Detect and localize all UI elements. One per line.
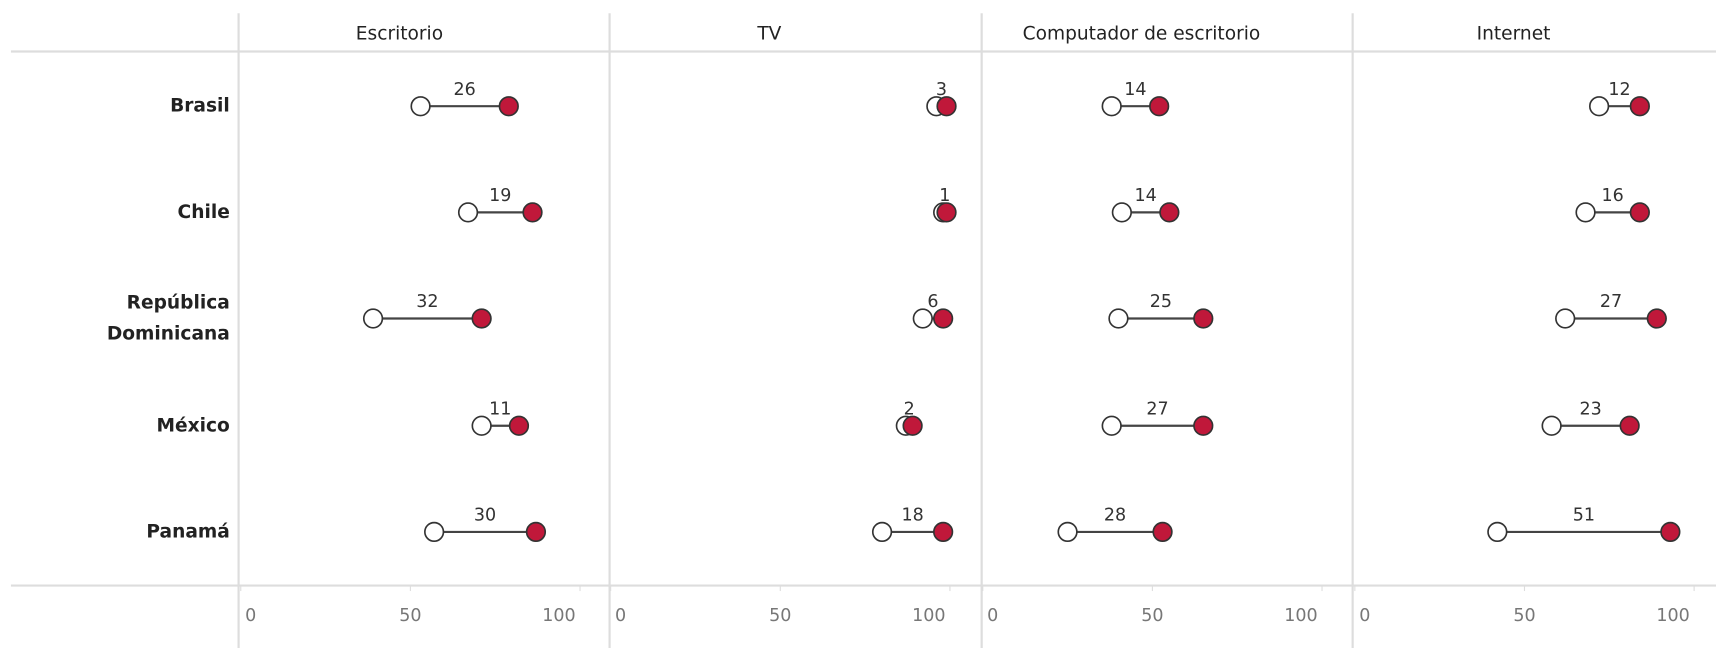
dot-low [1487,521,1508,543]
dot-low [362,308,384,329]
x-tick-label: 100 [1284,606,1317,626]
gap-label: 27 [1146,399,1168,419]
row-label: México [156,414,230,437]
row-label: Panamá [146,520,230,543]
dot-high [936,202,957,223]
dot-high [933,308,954,329]
gap-label: 26 [454,80,476,100]
gap-label: 30 [474,506,496,526]
dot-high [936,96,957,117]
dot-low [1108,308,1129,329]
dot-high [1149,96,1170,117]
row-label-box: Brasil [170,95,230,118]
x-tick-label: 100 [912,606,945,626]
panel-title: TV [756,23,781,44]
gap-label: 51 [1573,506,1595,526]
gap-label: 28 [1104,506,1126,526]
gap-label: 25 [1150,292,1172,312]
dot-low [1057,521,1078,543]
dot-high [902,415,923,436]
dot-low [1101,96,1122,117]
row-label-box: Panamá [146,520,230,543]
dot-low [471,415,492,436]
gap-label: 12 [1608,80,1630,100]
x-tick-label: 0 [615,606,626,626]
gap-label: 11 [489,399,511,419]
x-tick-label: 0 [245,606,256,626]
dot-high [1646,308,1667,329]
dot-low [1588,96,1610,117]
gap-label: 23 [1579,399,1601,419]
gap-label: 16 [1602,186,1624,206]
panel-title: Computador de escritorio [1023,23,1261,44]
dot-low [424,521,445,543]
dot-low [1575,202,1596,223]
dot-low [871,521,893,543]
dot-high [1629,96,1650,117]
row-label-box: México [156,414,230,437]
dot-low [1111,202,1132,223]
gap-label: 2 [904,399,915,419]
panel-title: Escritorio [356,23,443,44]
dot-high [1660,521,1681,543]
dot-high [1629,202,1650,223]
x-tick-label: 100 [542,606,575,626]
dot-high [498,96,519,117]
dot-high [1193,415,1214,436]
row-label: Brasil [170,95,230,118]
gap-label: 32 [416,292,438,312]
x-tick-label: 100 [1656,606,1689,626]
dot-low [912,308,933,329]
x-tick-label: 50 [1513,606,1535,626]
dot-high [522,202,543,223]
x-tick-label: 50 [769,606,791,626]
gap-label: 14 [1124,80,1146,100]
gap-label: 18 [901,506,923,526]
gap-label: 6 [927,292,938,312]
gap-label: 3 [936,80,947,100]
row-label: República Dominicana [106,292,230,345]
dot-high [1159,202,1180,223]
dot-low [410,96,431,117]
gap-label: 1 [939,186,950,206]
panel-title: Internet [1477,23,1551,44]
gap-label: 14 [1134,186,1156,206]
dot-high [1193,308,1214,329]
gap-label: 19 [489,186,511,206]
dot-low [457,202,479,223]
x-tick-label: 50 [1141,606,1163,626]
dot-low [1101,415,1122,436]
dot-high [508,415,530,436]
gap-label: 27 [1600,292,1622,312]
row-label: Chile [177,201,230,224]
dot-low [1555,308,1576,329]
dot-high [525,521,547,543]
row-label-box: Chile [177,201,230,224]
dot-high [471,308,492,329]
x-tick-label: 50 [399,606,421,626]
row-label-box: República Dominicana [106,292,230,345]
dot-high [1619,415,1640,436]
dot-high [1152,521,1173,543]
x-tick-label: 0 [987,606,998,626]
dot-high [933,521,954,543]
x-tick-label: 0 [1359,606,1370,626]
dot-low [1541,415,1562,436]
